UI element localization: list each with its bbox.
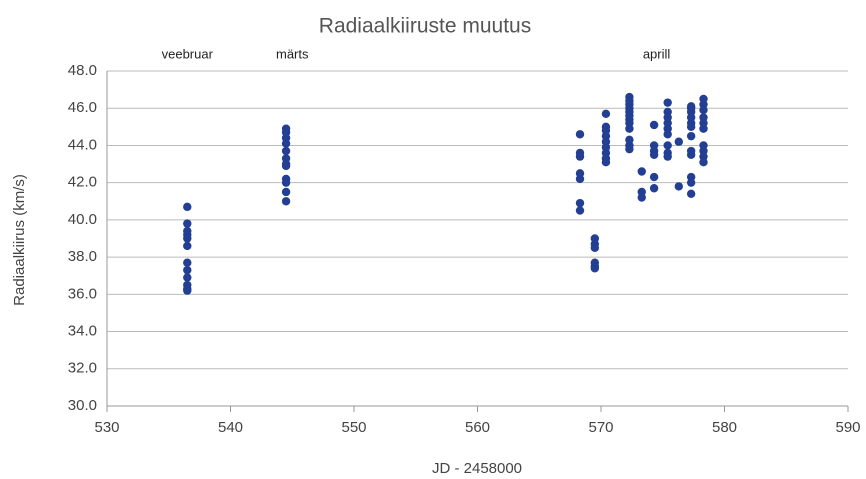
point xyxy=(590,243,600,253)
point xyxy=(686,178,696,187)
x-tick-label: 550 xyxy=(341,419,366,436)
point xyxy=(183,286,192,295)
x-tick-label: 530 xyxy=(94,419,119,436)
point xyxy=(575,198,585,208)
y-tick-label: 32.0 xyxy=(68,360,97,377)
point xyxy=(575,174,585,184)
x-tick-label: 540 xyxy=(218,419,243,436)
y-tick-label: 40.0 xyxy=(68,211,97,228)
point xyxy=(281,146,291,156)
point xyxy=(674,137,684,146)
point xyxy=(601,157,611,167)
point xyxy=(183,202,192,212)
point xyxy=(649,172,659,182)
point xyxy=(699,105,708,115)
point xyxy=(663,130,672,139)
point xyxy=(575,130,585,139)
annotation: veebruar xyxy=(162,46,214,61)
point xyxy=(674,182,684,191)
point xyxy=(281,178,291,187)
point xyxy=(183,265,192,275)
chart-title: Radiaalkiiruste muutus xyxy=(319,15,531,38)
point xyxy=(686,150,696,159)
annotation: aprill xyxy=(643,46,671,61)
point xyxy=(183,273,192,282)
x-tick-label: 580 xyxy=(712,419,737,436)
x-axis-label: JD - 2458000 xyxy=(432,460,522,477)
point xyxy=(590,264,600,273)
point xyxy=(183,258,192,267)
point xyxy=(281,187,291,197)
point xyxy=(649,184,659,193)
y-tick-label: 48.0 xyxy=(68,62,97,79)
point xyxy=(699,157,708,167)
point xyxy=(649,150,659,159)
y-tick-label: 42.0 xyxy=(68,174,97,191)
point xyxy=(663,141,672,150)
point xyxy=(601,109,611,119)
point xyxy=(625,124,634,133)
point xyxy=(649,120,659,130)
point xyxy=(281,197,291,206)
y-tick-label: 38.0 xyxy=(68,248,97,265)
point xyxy=(686,122,696,132)
x-tick-label: 560 xyxy=(465,419,490,436)
point xyxy=(183,234,192,243)
point xyxy=(281,139,291,148)
point xyxy=(183,241,192,251)
y-axis-label: Radiaalkiirus (km/s) xyxy=(11,174,28,306)
point xyxy=(699,124,708,133)
point xyxy=(686,131,696,141)
point xyxy=(663,98,672,107)
point xyxy=(637,193,646,202)
point xyxy=(575,152,585,161)
y-tick-label: 30.0 xyxy=(68,397,97,414)
y-tick-label: 34.0 xyxy=(68,323,97,340)
y-tick-label: 36.0 xyxy=(68,285,97,302)
point xyxy=(281,161,291,171)
x-tick-label: 570 xyxy=(588,419,613,436)
y-tick-label: 44.0 xyxy=(68,136,97,153)
point xyxy=(663,152,672,161)
point xyxy=(686,189,696,199)
point xyxy=(637,167,646,176)
point xyxy=(625,144,634,154)
point xyxy=(183,219,192,228)
x-tick-label: 590 xyxy=(835,419,860,436)
y-tick-label: 46.0 xyxy=(68,99,97,116)
annotation: märts xyxy=(276,46,309,61)
point xyxy=(575,206,585,215)
